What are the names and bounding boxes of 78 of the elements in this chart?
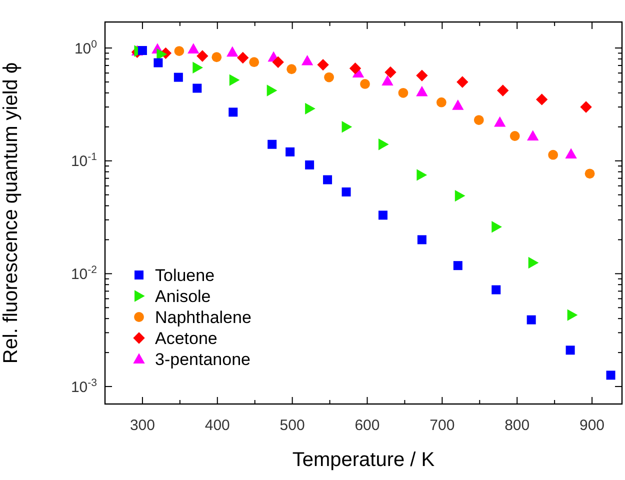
point bbox=[567, 309, 578, 321]
point bbox=[226, 46, 238, 57]
point bbox=[360, 79, 370, 89]
x-tick-label: 300 bbox=[130, 417, 155, 434]
point bbox=[237, 52, 249, 64]
point bbox=[416, 169, 428, 181]
x-tick-label: 900 bbox=[580, 417, 605, 434]
point bbox=[229, 74, 240, 86]
point bbox=[453, 261, 462, 270]
point bbox=[228, 108, 238, 117]
legend-label: Naphthalene bbox=[155, 308, 252, 327]
x-tick-label: 700 bbox=[430, 417, 455, 434]
point bbox=[510, 131, 520, 141]
point bbox=[492, 285, 501, 294]
point bbox=[188, 43, 200, 54]
x-tick-label: 500 bbox=[280, 417, 305, 434]
point bbox=[317, 58, 329, 71]
x-axis-title: Temperature / K bbox=[292, 449, 436, 471]
point bbox=[342, 121, 352, 133]
point bbox=[174, 72, 183, 82]
point bbox=[456, 76, 468, 88]
point bbox=[249, 57, 260, 68]
point bbox=[417, 235, 426, 244]
point bbox=[192, 84, 202, 93]
point bbox=[416, 86, 428, 96]
point bbox=[305, 160, 314, 170]
point bbox=[494, 116, 506, 127]
point bbox=[398, 88, 408, 98]
point bbox=[378, 138, 389, 150]
point bbox=[565, 148, 577, 158]
x-tick-label: 600 bbox=[354, 417, 380, 434]
y-tick-label: 10$^{-3}$ bbox=[70, 376, 98, 396]
point bbox=[212, 52, 222, 62]
legend-label: 3-pentanone bbox=[155, 350, 250, 369]
point bbox=[536, 94, 548, 106]
point bbox=[416, 70, 428, 82]
point bbox=[266, 84, 278, 96]
point bbox=[305, 102, 316, 115]
point bbox=[548, 150, 558, 160]
legend-label: Acetone bbox=[155, 328, 218, 348]
point bbox=[174, 46, 184, 56]
point bbox=[384, 66, 396, 78]
point bbox=[584, 168, 595, 179]
point bbox=[528, 256, 539, 269]
point bbox=[436, 97, 446, 108]
point bbox=[349, 62, 362, 74]
point bbox=[286, 147, 295, 156]
point bbox=[378, 210, 388, 220]
point bbox=[272, 56, 284, 68]
y-axis-title: Rel. fluorescence quantum yield ϕ bbox=[0, 62, 22, 364]
point bbox=[324, 72, 334, 82]
point bbox=[454, 190, 466, 202]
point bbox=[452, 100, 464, 110]
point bbox=[474, 115, 484, 125]
point bbox=[342, 187, 351, 196]
legend-label: Toluene bbox=[155, 266, 215, 285]
point bbox=[192, 62, 204, 74]
point bbox=[606, 370, 616, 380]
point bbox=[268, 140, 277, 149]
point bbox=[323, 175, 332, 184]
y-tick-label: 10$^{0}$ bbox=[74, 38, 98, 58]
x-tick-label: 400 bbox=[204, 417, 230, 434]
point bbox=[286, 64, 297, 74]
point bbox=[138, 46, 147, 56]
point bbox=[492, 221, 502, 233]
point bbox=[154, 58, 163, 68]
point bbox=[526, 130, 539, 141]
point bbox=[566, 346, 575, 355]
y-tick-label: 10$^{-1}$ bbox=[70, 151, 98, 170]
point bbox=[526, 315, 536, 324]
point bbox=[382, 75, 394, 86]
point bbox=[580, 101, 592, 113]
legend-label: Anisole bbox=[155, 286, 211, 306]
point bbox=[301, 54, 314, 66]
point bbox=[497, 84, 509, 96]
x-tick-label: 800 bbox=[504, 417, 530, 434]
y-tick-label: 10$^{-2}$ bbox=[70, 264, 98, 283]
point bbox=[196, 50, 208, 62]
